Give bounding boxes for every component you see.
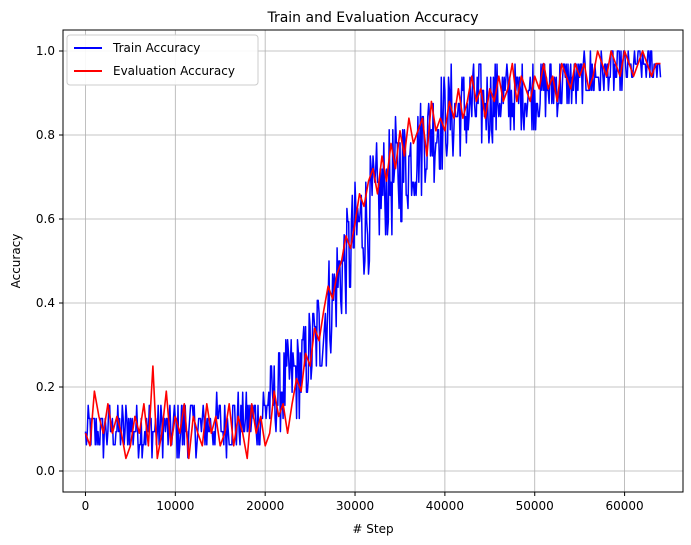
y-tick-label: 0.6	[36, 212, 55, 226]
evaluation-accuracy-line	[84, 50, 661, 460]
y-tick-label: 0.2	[36, 380, 55, 394]
y-tick-label: 1.0	[36, 44, 55, 58]
train-accuracy-line	[84, 50, 662, 459]
y-tick-label: 0.0	[36, 464, 55, 478]
x-tick-label: 20000	[246, 499, 284, 513]
x-tick-label: 60000	[606, 499, 644, 513]
legend-label-eval: Evaluation Accuracy	[113, 64, 235, 78]
x-tick-label: 10000	[156, 499, 194, 513]
y-tick-label: 0.8	[36, 128, 55, 142]
y-axis-label: Accuracy	[9, 234, 23, 289]
plot-frame	[62, 29, 684, 493]
axis-ticks: 0 10000 20000 30000 40000 50000 60000 0.0 0.2 0.4…	[36, 44, 644, 513]
plot-series	[84, 50, 662, 460]
x-tick-label: 40000	[426, 499, 464, 513]
x-tick-label: 50000	[516, 499, 554, 513]
legend-label-train: Train Accuracy	[112, 41, 200, 55]
legend-box	[66, 34, 259, 86]
grid	[63, 30, 683, 492]
x-tick-label: 30000	[336, 499, 374, 513]
legend: Train Accuracy Evaluation Accuracy	[66, 34, 259, 86]
chart-title: Train and Evaluation Accuracy	[266, 10, 478, 26]
x-axis-label: # Step	[352, 522, 393, 536]
y-tick-label: 0.4	[36, 296, 55, 310]
x-tick-label: 0	[82, 499, 90, 513]
